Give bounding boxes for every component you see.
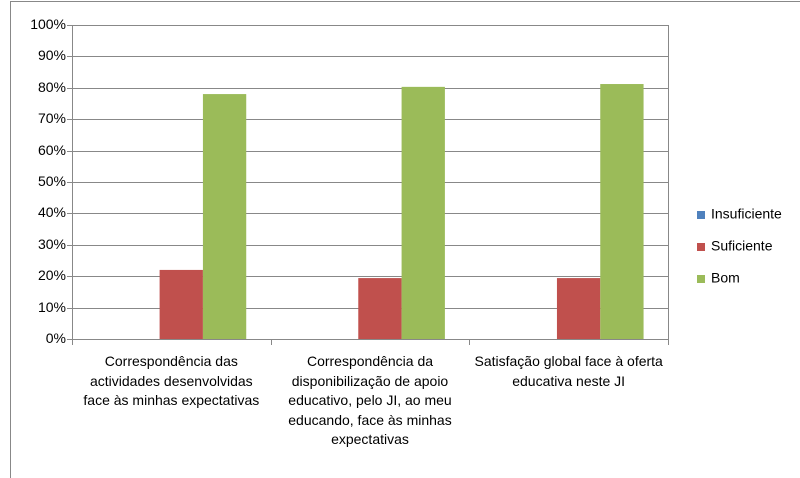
- y-tick-label: 90%: [38, 47, 66, 63]
- legend-label: Bom: [711, 270, 740, 286]
- y-tick-label: 50%: [38, 173, 66, 189]
- legend-swatch: [697, 275, 705, 283]
- y-tick-label: 20%: [38, 267, 66, 283]
- y-tick-label: 30%: [38, 236, 66, 252]
- y-tick-label: 10%: [38, 299, 66, 315]
- bar: [159, 269, 203, 339]
- y-tick-label: 0%: [46, 330, 66, 346]
- legend-label: Insuficiente: [711, 206, 782, 222]
- y-tick-label: 100%: [30, 16, 66, 32]
- x-tick-label: Correspondência das actividades desenvol…: [83, 353, 260, 408]
- legend-label: Suficiente: [711, 238, 773, 254]
- x-tick-label: Correspondência da disponibilização de a…: [288, 353, 452, 447]
- legend-swatch: [697, 243, 705, 251]
- y-tick-label: 80%: [38, 79, 66, 95]
- bar: [556, 278, 601, 339]
- bar: [358, 278, 402, 339]
- bar: [202, 94, 247, 339]
- legend-swatch: [697, 211, 705, 219]
- x-tick-label: Satisfação global face à oferta educativ…: [474, 353, 663, 389]
- y-tick-label: 40%: [38, 204, 66, 220]
- bar: [401, 86, 445, 339]
- y-tick-label: 60%: [38, 142, 66, 158]
- y-tick-label: 70%: [38, 110, 66, 126]
- bar: [600, 84, 644, 339]
